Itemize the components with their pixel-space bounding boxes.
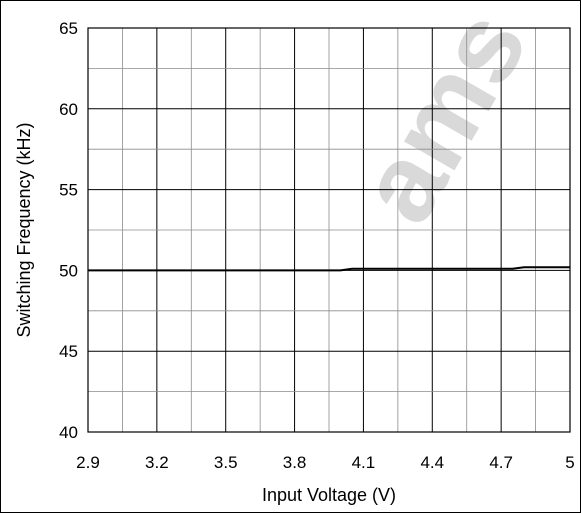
- y-tick-label: 45: [59, 342, 78, 361]
- watermark: ams: [334, 0, 551, 242]
- series-layer: [88, 266, 570, 272]
- y-tick-label: 60: [59, 100, 78, 119]
- grid: [88, 28, 570, 432]
- x-tick-label: 3.5: [214, 453, 238, 472]
- y-tick-label: 50: [59, 261, 78, 280]
- x-tick-label: 4.7: [489, 453, 513, 472]
- y-tick-label: 65: [59, 19, 78, 38]
- y-tick-labels: 40 45 50 55 60 65: [59, 19, 78, 442]
- x-tick-label: 4.4: [420, 453, 444, 472]
- plot-area: [87, 27, 571, 433]
- x-axis-title: Input Voltage (V): [262, 485, 396, 505]
- x-tick-label: 4.1: [352, 453, 376, 472]
- x-tick-label: 5: [565, 453, 574, 472]
- x-tick-label: 3.2: [145, 453, 169, 472]
- y-axis-title: Switching Frequency (kHz): [14, 122, 34, 337]
- series-line: [88, 266, 570, 272]
- x-tick-label: 2.9: [76, 453, 100, 472]
- plot-border: [87, 27, 571, 433]
- x-tick-labels: 2.9 3.2 3.5 3.8 4.1 4.4 4.7 5: [76, 453, 575, 472]
- y-tick-label: 55: [59, 181, 78, 200]
- x-tick-label: 3.8: [283, 453, 307, 472]
- y-tick-label: 40: [59, 423, 78, 442]
- watermark-text: ams: [334, 0, 551, 242]
